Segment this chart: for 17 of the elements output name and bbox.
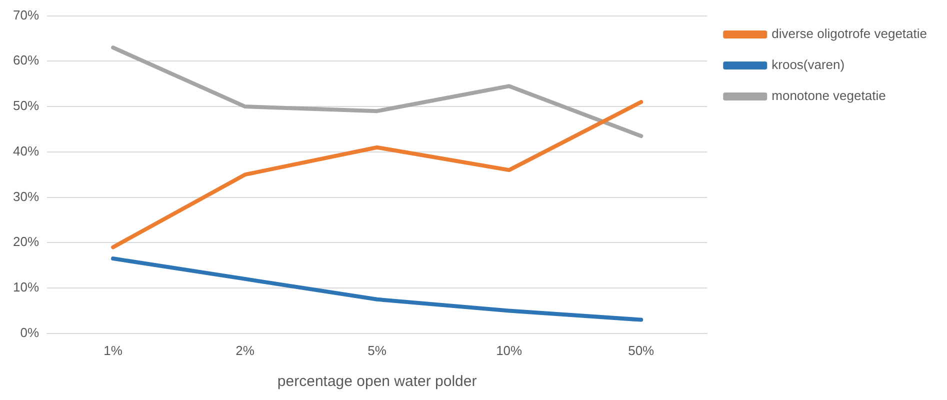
y-tick-label: 50% <box>12 98 40 114</box>
y-tick-label: 20% <box>12 234 40 250</box>
legend-label: kroos(varen) <box>772 57 845 72</box>
x-tick-label: 10% <box>496 342 523 358</box>
x-tick-label: 2% <box>236 342 255 358</box>
x-tick-label: 50% <box>628 342 655 358</box>
y-tick-label: 0% <box>20 324 40 340</box>
y-tick-label: 70% <box>12 7 40 22</box>
y-tick-label: 40% <box>12 143 40 158</box>
y-tick-label: 10% <box>12 280 40 295</box>
legend-label: monotone vegetatie <box>772 88 886 104</box>
x-axis-title: percentage open water polder <box>277 373 477 390</box>
x-tick-label: 1% <box>104 342 123 358</box>
legend-label: diverse oligotrofe vegetatie <box>772 26 928 42</box>
y-tick-label: 60% <box>12 52 40 68</box>
y-tick-label: 30% <box>12 188 40 204</box>
x-tick-label: 5% <box>368 342 387 358</box>
